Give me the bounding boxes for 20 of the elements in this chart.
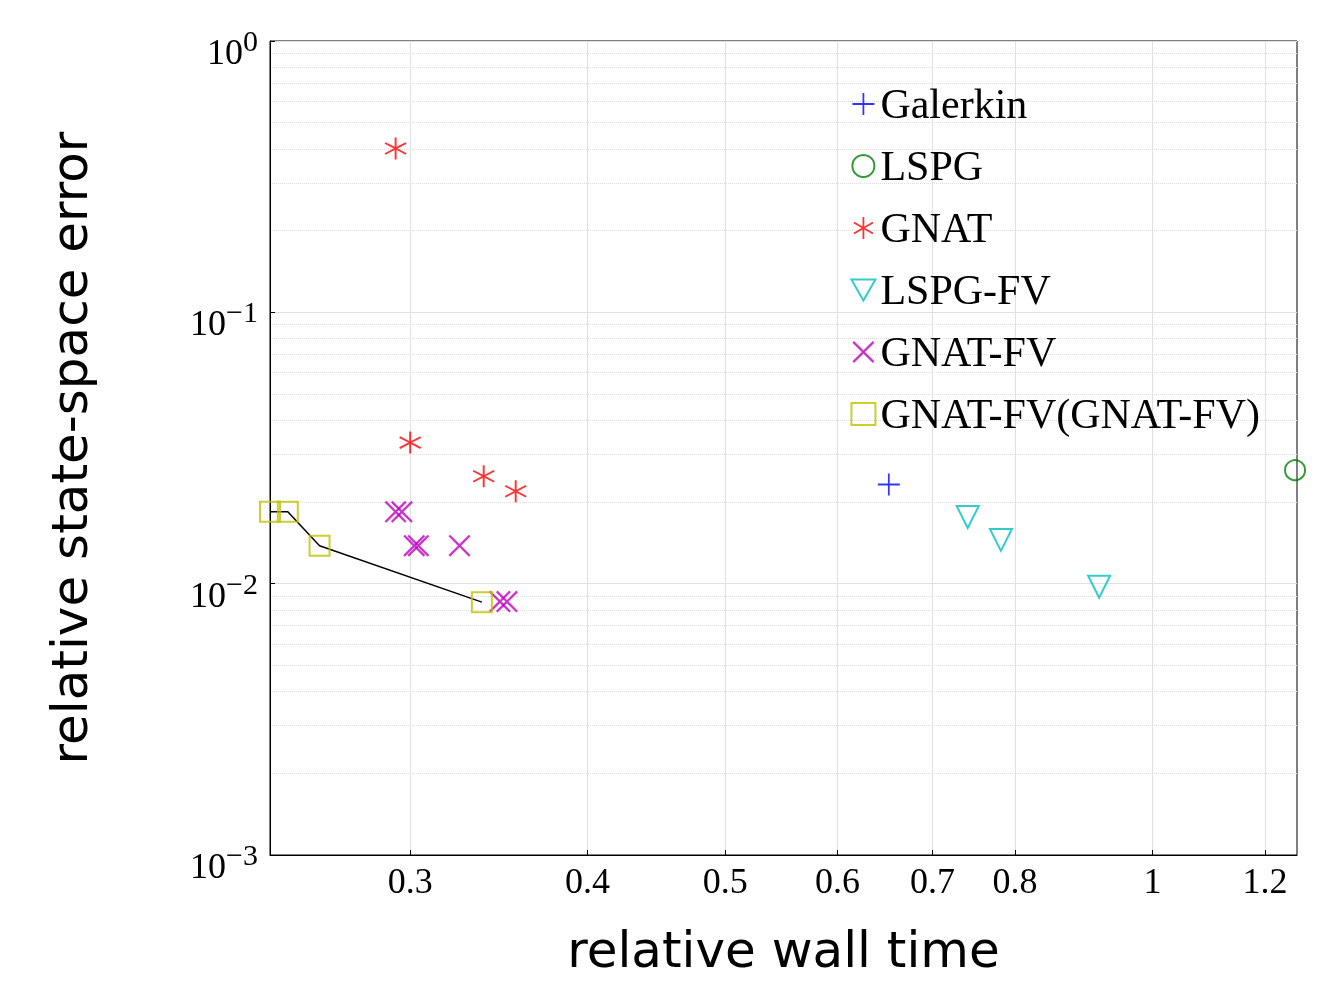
x-axis-title: relative wall time xyxy=(567,921,1000,979)
legend-label: GNAT-FV(GNAT-FV) xyxy=(880,391,1261,438)
y-tick-label: 10$^{0}$ xyxy=(207,23,258,72)
x-tick-label: 0.3 xyxy=(387,861,433,901)
legend-label: GNAT xyxy=(880,205,993,251)
x-tick-label: 1.2 xyxy=(1242,861,1288,901)
legend-label: GNAT-FV xyxy=(880,329,1057,375)
x-tick-label: 0.5 xyxy=(702,861,748,901)
y-tick-label: 10$^{−2}$ xyxy=(190,565,258,615)
legend-label: LSPG xyxy=(880,143,984,189)
x-tick-label: 0.8 xyxy=(992,861,1038,901)
legend-label: LSPG-FV xyxy=(880,267,1051,313)
x-tick-label: 0.4 xyxy=(565,861,611,901)
x-tick-label: 1 xyxy=(1143,861,1162,901)
y-tick-label: 10$^{−1}$ xyxy=(190,294,258,344)
legend-label: Galerkin xyxy=(880,81,1028,127)
y-tick-label: 10$^{−3}$ xyxy=(190,837,258,886)
x-tick-label: 0.6 xyxy=(815,861,861,901)
x-tick-label: 0.7 xyxy=(910,861,956,901)
y-axis-title: relative state-space error xyxy=(41,131,99,765)
